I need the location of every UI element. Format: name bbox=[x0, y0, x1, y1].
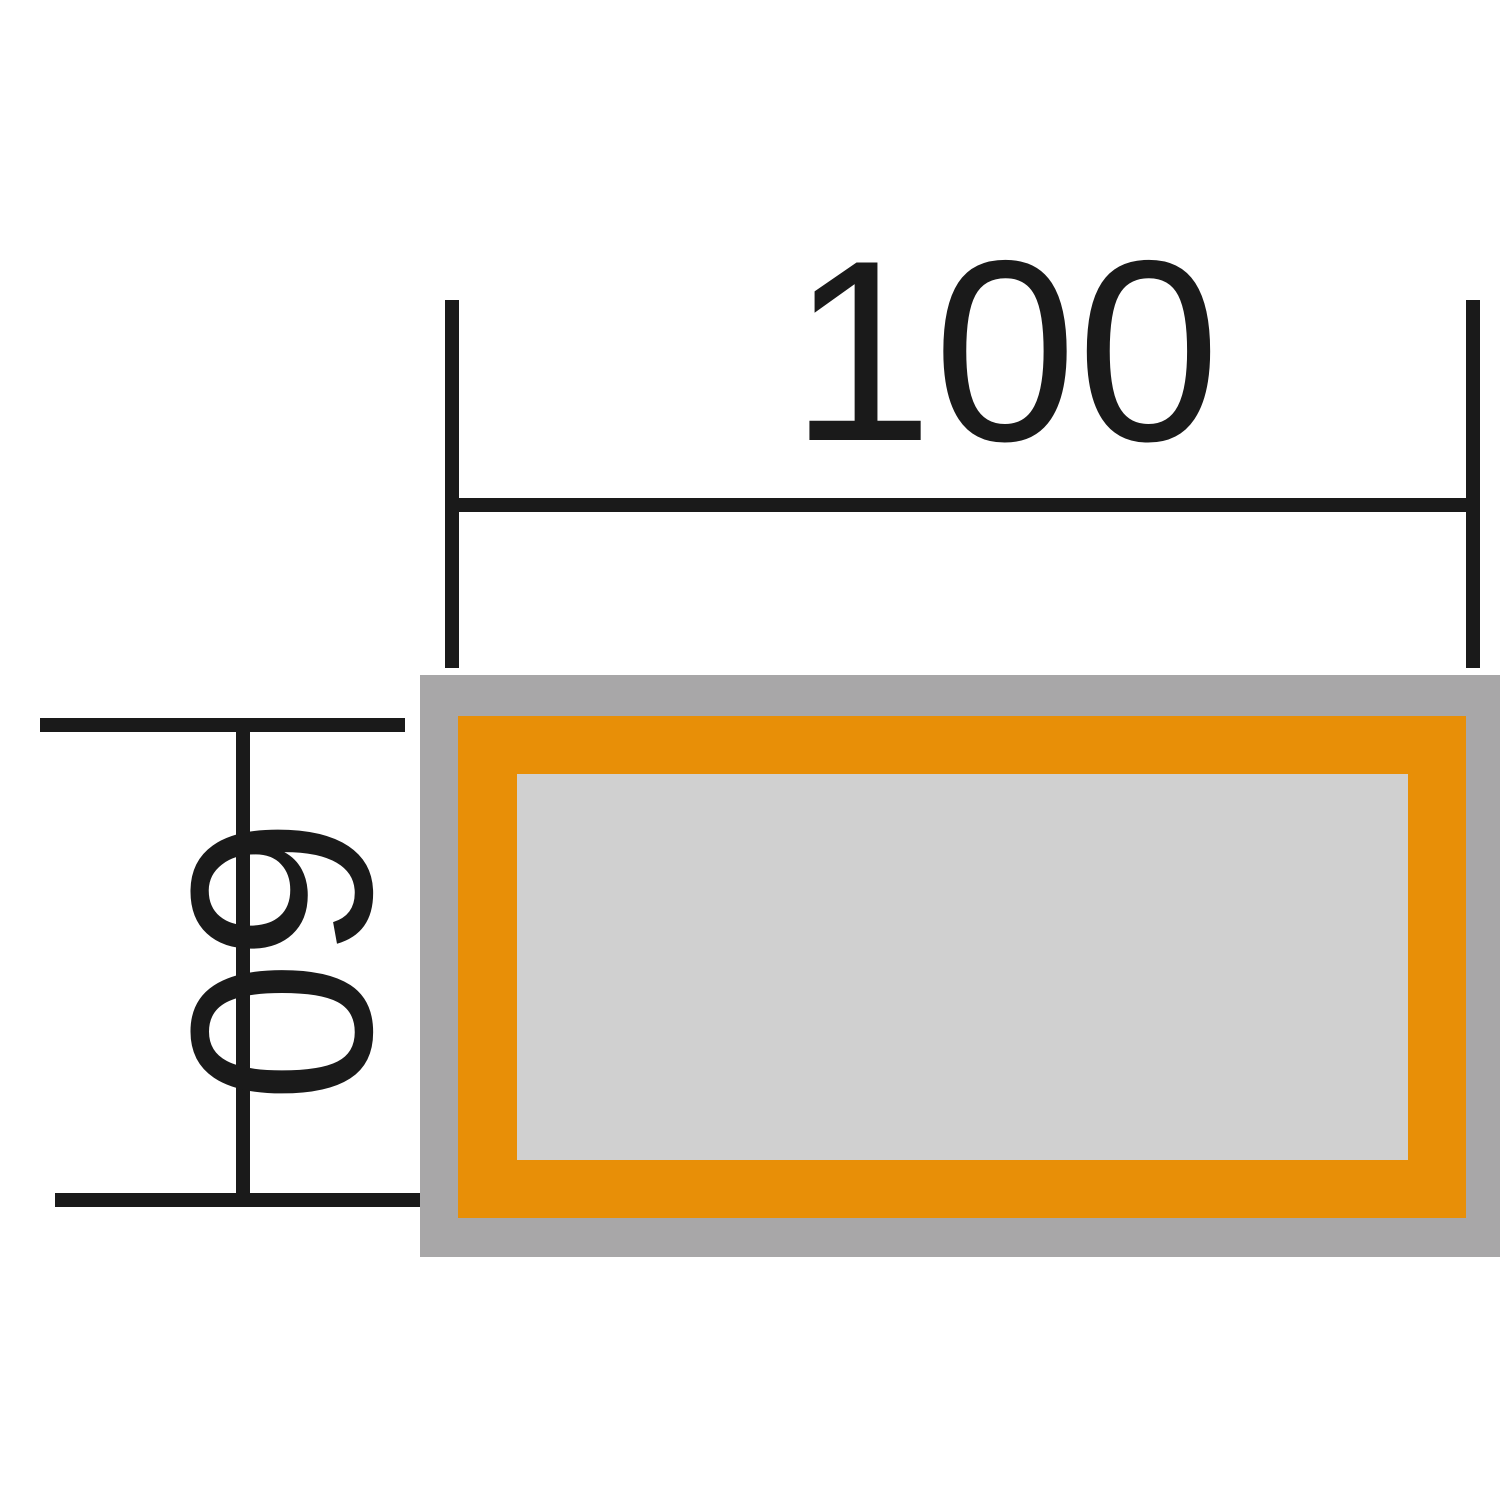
box-plan-view bbox=[420, 675, 1500, 1257]
height-dimension: 60 bbox=[40, 718, 427, 1207]
inner-panel bbox=[517, 774, 1408, 1160]
height-label: 60 bbox=[138, 817, 427, 1104]
width-label: 100 bbox=[790, 206, 1220, 495]
width-dimension: 100 bbox=[445, 206, 1480, 668]
